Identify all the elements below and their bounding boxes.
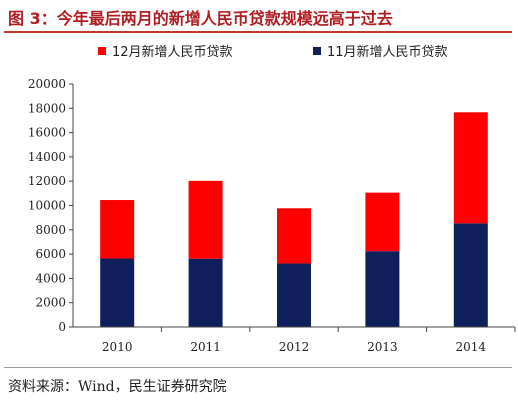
y-axis: 0 2000 4000 6000 8000 10000 12000 14000 16000 180…: [28, 77, 74, 334]
bar-dec-2014: [453, 112, 488, 224]
source-note: 资料来源：Wind，民生证券研究院: [8, 379, 227, 395]
bar-nov-2012: [277, 263, 311, 327]
x-tick-label-2014: 2014: [456, 340, 487, 354]
x-axis: 2010 2011 2012 2013 2014: [73, 326, 516, 354]
y-tick-label: 16000: [28, 126, 66, 140]
y-tick-label: 2000: [35, 296, 66, 310]
bar-dec-2013: [365, 192, 400, 252]
bar-dec-2012: [277, 208, 311, 264]
y-tick-label: 8000: [35, 223, 66, 237]
legend: 12月新增人民币贷款 11月新增人民币贷款: [98, 44, 448, 60]
legend-swatch: [313, 47, 321, 55]
legend-swatch: [98, 47, 106, 55]
title-rule: [4, 31, 512, 33]
legend-label: 12月新增人民币贷款: [112, 44, 233, 60]
source-rule: [4, 367, 512, 368]
x-tick-label-2010: 2010: [102, 340, 133, 354]
bar-dec-2011: [188, 180, 223, 259]
y-tick-label: 6000: [35, 247, 66, 261]
legend-label: 11月新增人民币贷款: [327, 44, 448, 60]
chart-title: 图 3：今年最后两月的新增人民币贷款规模远高于过去: [8, 9, 393, 28]
y-tick-label: 4000: [35, 271, 66, 285]
bar-nov-2010: [100, 258, 135, 327]
x-tick-label-2011: 2011: [190, 340, 221, 354]
x-tick-label-2012: 2012: [279, 340, 310, 354]
y-tick-label: 0: [58, 320, 66, 334]
y-tick-label: 18000: [28, 101, 66, 115]
y-tick-label: 20000: [28, 77, 66, 91]
y-tick-label: 14000: [28, 150, 66, 164]
bar-nov-2014: [453, 223, 488, 327]
bars: [100, 112, 488, 327]
y-tick-label: 10000: [28, 199, 66, 213]
y-tick-label: 12000: [28, 174, 66, 188]
bar-nov-2011: [188, 258, 223, 327]
bar-nov-2013: [365, 251, 400, 327]
bar-dec-2010: [100, 200, 135, 259]
stacked-bar-chart: 12月新增人民币贷款 11月新增人民币贷款 0 2000 4000 6000 8000 10…: [28, 44, 516, 354]
x-tick-label-2013: 2013: [367, 340, 398, 354]
